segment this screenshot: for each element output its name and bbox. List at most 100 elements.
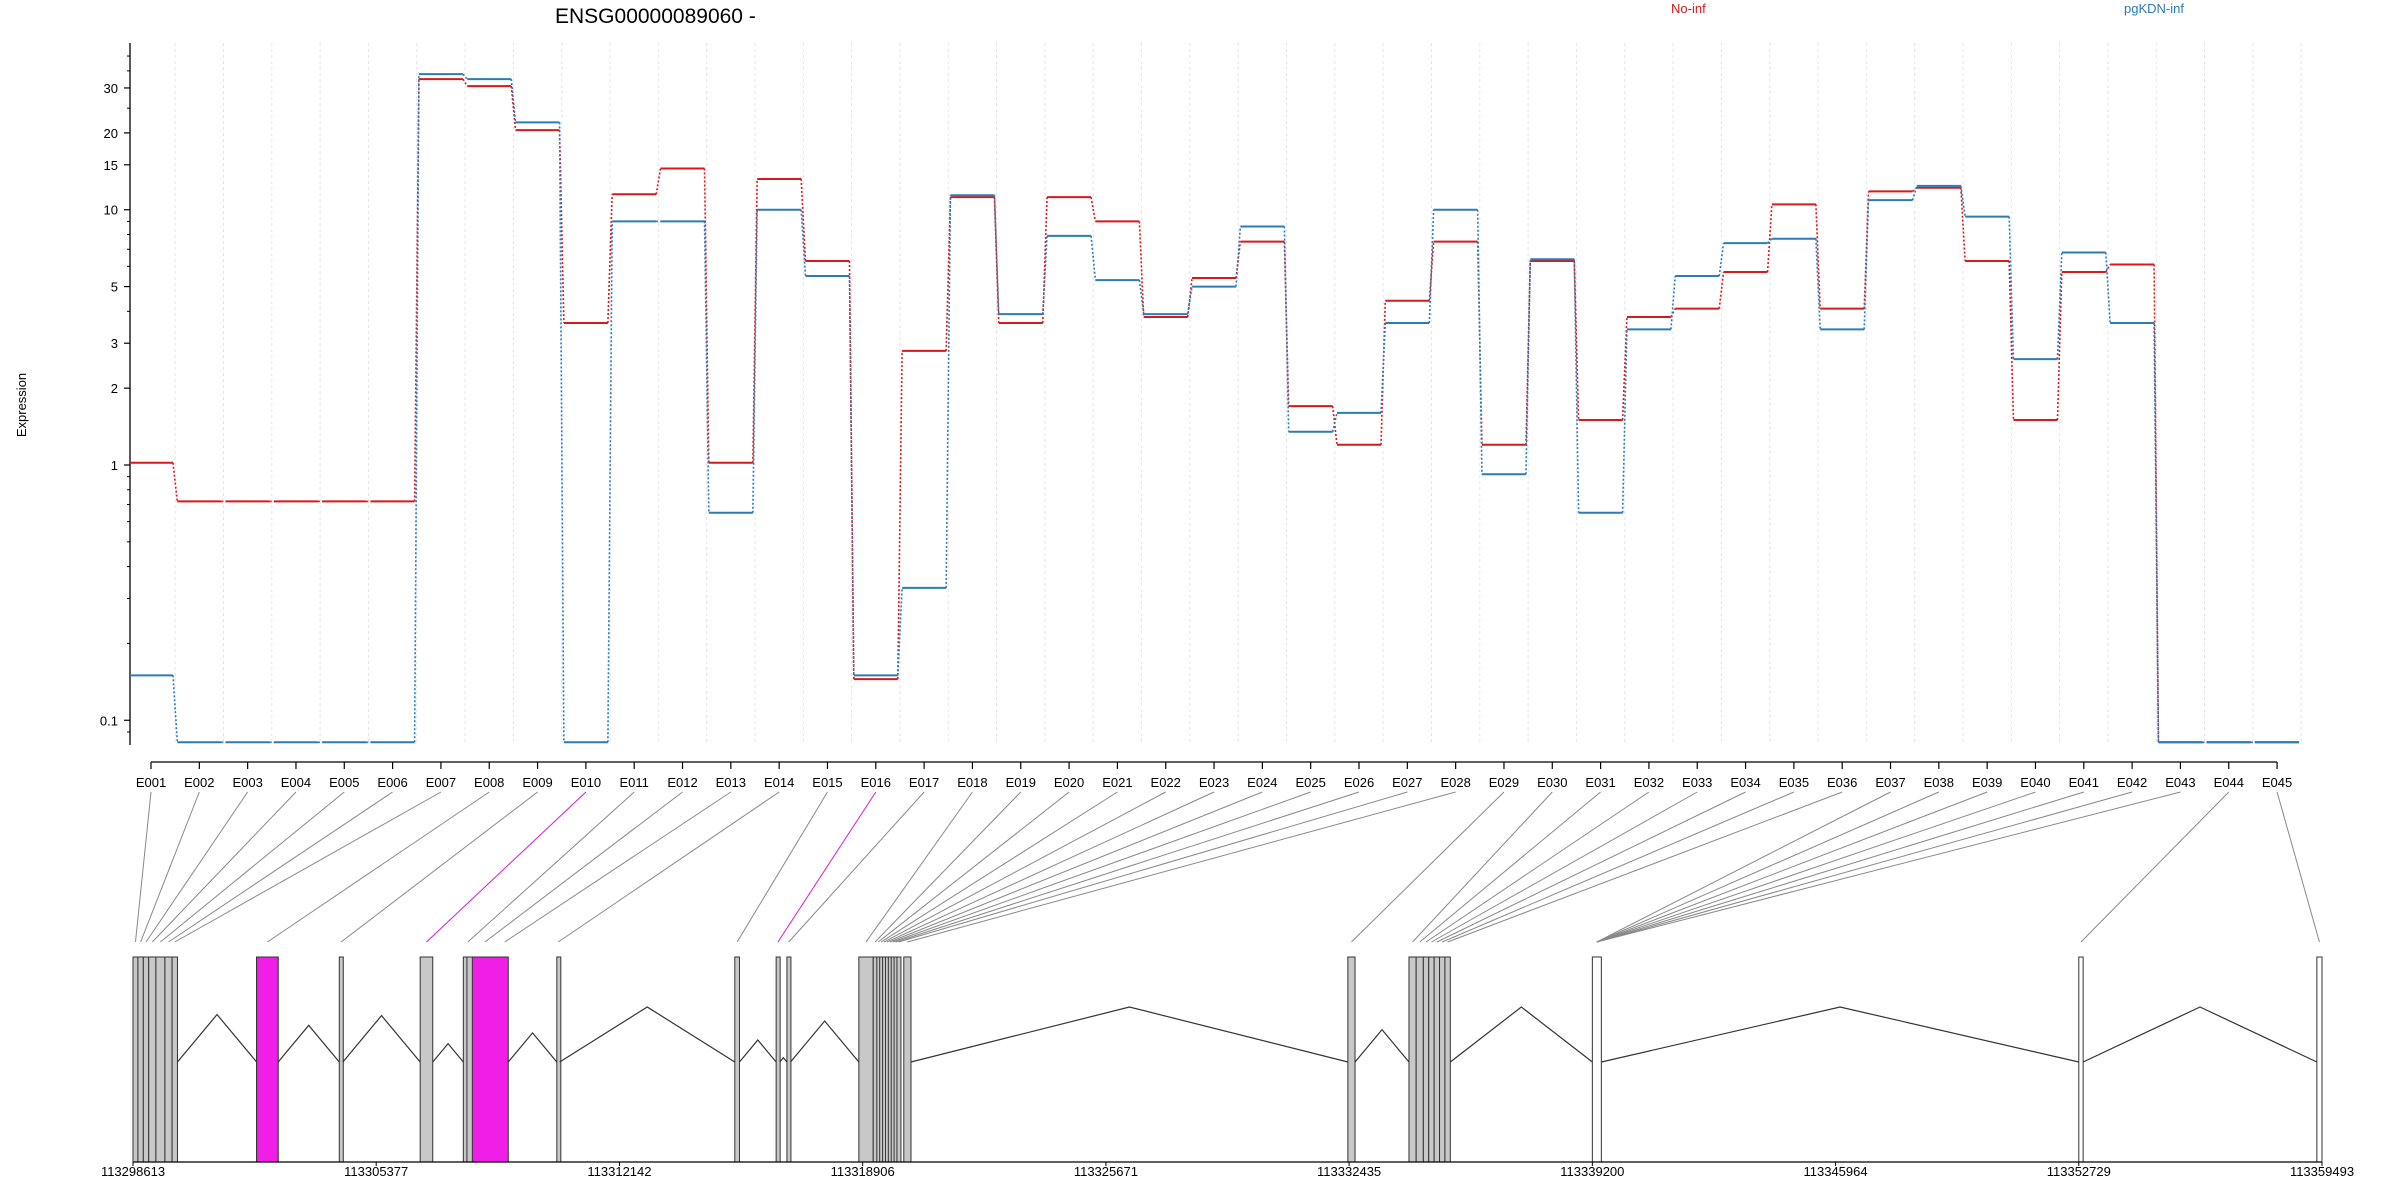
series-connector	[1138, 280, 1145, 315]
exon-connector-e030	[1412, 791, 1553, 943]
series-connector	[1670, 275, 1677, 330]
exon-box-e009	[338, 956, 344, 1163]
x-tick-label-e011: E011	[619, 775, 648, 790]
x-tick-label-e006: E006	[377, 775, 407, 790]
exon-box-e005	[155, 956, 166, 1163]
series-connector	[897, 350, 903, 680]
exon-box-e015	[734, 956, 740, 1163]
intron-line	[432, 1042, 464, 1063]
x-tick-label-e008: E008	[474, 775, 504, 790]
y-tick-label: 30	[104, 81, 118, 96]
exon-connector-e027	[898, 791, 1408, 943]
exon-box-e031	[1415, 956, 1424, 1163]
exon-connector-e015	[736, 791, 828, 943]
exon-connector-e037	[1596, 791, 1891, 943]
intron-line	[1354, 1028, 1410, 1063]
exon-box-e004	[148, 956, 157, 1163]
exon-connector-e020	[877, 791, 1070, 943]
x-tick-label-e041: E041	[2069, 775, 2099, 790]
y-tick-label: 2	[111, 381, 118, 396]
series-connector	[1428, 209, 1435, 324]
exon-connector-e029	[1351, 791, 1505, 943]
series-connector	[1186, 286, 1193, 315]
intron-line	[1601, 1006, 2079, 1063]
coordinate-tick-label: 113359493	[2290, 1164, 2354, 1179]
series-connector	[1766, 204, 1773, 273]
x-tick-label-e014: E014	[764, 775, 794, 790]
expression-series	[129, 73, 2300, 744]
exon-connector-e042	[1596, 791, 2133, 943]
coordinate-tick-label: 113305377	[344, 1164, 408, 1179]
exon-box-e045	[2316, 956, 2323, 1163]
plot-axes: 0.1 1 2 3 5 10 15 20 30	[100, 43, 131, 745]
series-connector	[1911, 185, 1918, 201]
series-connector	[2153, 322, 2160, 743]
y-tick-label: 3	[111, 336, 118, 351]
series-connector	[172, 462, 179, 502]
series-pgkdn-inf	[129, 73, 2300, 744]
exon-connector-e019	[874, 791, 1022, 943]
exon-box-e034	[1433, 956, 1441, 1163]
x-tick-label-e022: E022	[1151, 775, 1181, 790]
exon-connector-e041	[1596, 791, 2084, 943]
exon-box-e001	[132, 956, 139, 1163]
exon-connector-e040	[1596, 791, 2036, 943]
series-connector	[1960, 185, 1966, 217]
x-tick-label-e004: E004	[281, 775, 311, 790]
exon-connector-e031	[1419, 791, 1601, 943]
series-connector	[703, 221, 710, 513]
exon-connector-e024	[889, 791, 1263, 943]
exon-box-e003	[142, 956, 150, 1163]
exon-connector-e014	[557, 791, 780, 943]
x-tick-label-e023: E023	[1199, 775, 1229, 790]
exon-box-e030	[1408, 956, 1417, 1163]
series-connector	[1815, 204, 1821, 309]
x-tick-label-e030: E030	[1537, 775, 1567, 790]
exon-connector-e012	[484, 791, 683, 943]
exon-box-e029	[1347, 956, 1356, 1163]
exon-connector-e018	[865, 791, 973, 943]
exon-connector-e017	[788, 791, 925, 943]
intron-line	[779, 1056, 788, 1063]
series-connector	[607, 194, 613, 324]
exon-connector-e013	[504, 791, 732, 943]
intron-line	[739, 1039, 777, 1063]
vertical-grid	[174, 43, 2302, 745]
series-connector	[2008, 260, 2015, 421]
exon-box-e035	[1439, 956, 1446, 1163]
series-connector	[752, 178, 758, 463]
x-tick-label-e021: E021	[1102, 775, 1132, 790]
exon-to-genome-connectors	[134, 791, 2320, 943]
series-connector	[462, 78, 468, 87]
x-tick-label-e009: E009	[522, 775, 552, 790]
y-tick-label: 0.1	[100, 713, 118, 728]
coordinate-tick-label: 113318906	[831, 1164, 895, 1179]
exon-box-e036	[1444, 956, 1451, 1163]
x-tick-label-e031: E031	[1585, 775, 1615, 790]
x-tick-label-e043: E043	[2165, 775, 2195, 790]
exon-connector-e045	[2276, 791, 2320, 943]
exon-connector-e038	[1596, 791, 1940, 943]
x-tick-label-e027: E027	[1392, 775, 1422, 790]
coordinate-tick-label: 113325671	[1074, 1164, 1138, 1179]
series-connector	[848, 276, 855, 676]
x-tick-label-e017: E017	[909, 775, 939, 790]
exon-box-e017	[786, 956, 792, 1163]
exon-connector-e026	[895, 791, 1360, 943]
intron-line	[342, 1014, 421, 1063]
exon-connector-e025	[892, 791, 1311, 943]
exon-box-e016	[775, 956, 781, 1163]
series-connector	[1863, 200, 1870, 330]
exon-box-e018	[858, 956, 874, 1163]
x-tick-label-e044: E044	[2214, 775, 2244, 790]
exon-connector-e002	[140, 791, 200, 943]
series-connector	[945, 195, 952, 588]
series-connector	[510, 86, 517, 131]
series-connector	[1331, 406, 1338, 445]
x-tick-label-e029: E029	[1489, 775, 1519, 790]
series-connector	[558, 130, 565, 324]
exon-connector-e009	[340, 791, 538, 943]
x-tick-label-e019: E019	[1006, 775, 1036, 790]
series-connector	[655, 168, 662, 195]
